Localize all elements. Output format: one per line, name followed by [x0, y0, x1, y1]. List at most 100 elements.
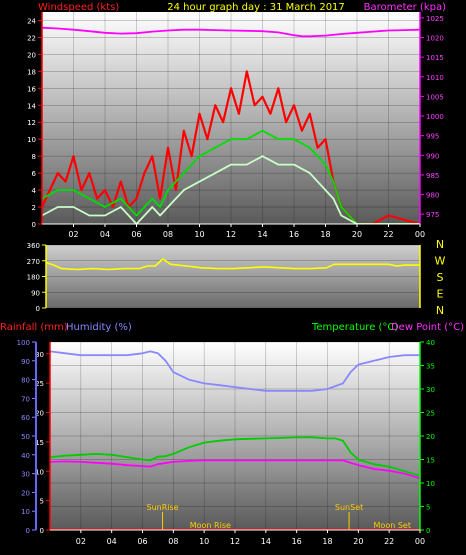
annotation-label: Moon Set — [374, 521, 411, 530]
baro-ytick-label: 980 — [426, 192, 439, 200]
wind-ytick-label: 20 — [27, 51, 36, 59]
baro-ytick-label: 985 — [426, 172, 439, 180]
baro-ytick-label: 1000 — [426, 113, 444, 121]
temp-xtick-label: 08 — [168, 537, 178, 546]
baro-ytick-label: 995 — [426, 133, 439, 141]
humidity-ytick-label: 50 — [21, 433, 30, 441]
temp-ytick-label: 15 — [426, 457, 435, 465]
wind-xtick-label: 10 — [194, 230, 204, 239]
rain-ytick-label: 0 — [40, 527, 44, 535]
chart-title: 24 hour graph day : 31 March 2017 — [167, 2, 345, 13]
annotation-label: Moon Rise — [190, 521, 231, 530]
wind-xtick-label: 06 — [131, 230, 141, 239]
wind-plot-area — [42, 12, 420, 224]
annotation-label: SunSet — [335, 503, 363, 512]
wind-left-label: Windspeed (kts) — [38, 2, 119, 13]
wind-xtick-label: 22 — [383, 230, 393, 239]
direction-axes: 0 90 180 270 360 — [27, 242, 421, 313]
temp-xtick-label: 12 — [230, 537, 240, 546]
dewpoint-label: Dew Point (°C) — [391, 322, 464, 333]
temp-ytick-label: 25 — [426, 410, 435, 418]
humidity-ytick-label: 90 — [21, 358, 30, 366]
temperature-label: Temperature (°C) — [311, 322, 398, 333]
wind-xtick-label: 08 — [163, 230, 173, 239]
wind-axes: 0246810121416182022249759809859909951000… — [27, 12, 444, 239]
wind-ytick-label: 2 — [32, 204, 36, 212]
humidity-ytick-label: 0 — [26, 527, 30, 535]
temp-xtick-label: 18 — [322, 537, 332, 546]
wind-xtick-label: 04 — [100, 230, 110, 239]
baro-ytick-label: 1015 — [426, 54, 444, 62]
series-gust — [42, 70, 420, 224]
baro-ytick-label: 990 — [426, 152, 439, 160]
wind-right-label: Barometer (kpa) — [364, 2, 446, 13]
direction-ytick-label: 360 — [27, 242, 40, 250]
temp-ytick-label: 20 — [426, 433, 435, 441]
series-average — [42, 129, 420, 224]
wind-ytick-label: 24 — [27, 17, 36, 25]
wind-series — [42, 26, 420, 224]
wind-xtick-label: 16 — [289, 230, 299, 239]
temp-xtick-label: 04 — [107, 537, 117, 546]
series-direction — [46, 258, 420, 271]
baro-ytick-label: 1020 — [426, 35, 444, 43]
wind-ytick-label: 22 — [27, 34, 36, 42]
humidity-label: Humidity (%) — [66, 322, 132, 333]
compass-label: E — [437, 288, 444, 301]
humidity-ytick-label: 40 — [21, 452, 30, 460]
temp-ytick-label: 40 — [426, 339, 435, 347]
compass-label: S — [437, 271, 444, 284]
rain-ytick-label: 15 — [35, 439, 44, 447]
direction-ytick-label: 270 — [27, 258, 40, 266]
humidity-ytick-label: 60 — [21, 414, 30, 422]
wind-ytick-label: 16 — [27, 85, 36, 93]
baro-ytick-label: 1005 — [426, 93, 444, 101]
wind-xtick-label: 14 — [257, 230, 267, 239]
rainfall-label: Rainfall (mm) — [0, 322, 68, 333]
temp-series — [50, 350, 420, 530]
series-wind — [42, 155, 420, 224]
temp-ytick-label: 30 — [426, 386, 435, 394]
wind-ytick-label: 10 — [27, 136, 36, 144]
direction-series — [46, 258, 420, 271]
wind-ytick-label: 6 — [32, 170, 37, 178]
wind-ytick-label: 14 — [27, 102, 36, 110]
direction-ytick-label: 0 — [36, 305, 40, 313]
rain-ytick-label: 25 — [35, 380, 44, 388]
wind-ytick-label: 0 — [32, 221, 36, 229]
rain-ytick-label: 20 — [35, 410, 44, 418]
wind-xtick-label: 00 — [415, 230, 425, 239]
temp-xtick-label: 16 — [292, 537, 302, 546]
wind-xtick-label: 18 — [320, 230, 330, 239]
humidity-ytick-label: 100 — [17, 339, 30, 347]
wind-xtick-label: 12 — [226, 230, 236, 239]
compass-label: W — [435, 255, 446, 268]
temp-xtick-label: 00 — [415, 537, 425, 546]
baro-ytick-label: 1025 — [426, 15, 444, 23]
series-humidity — [50, 350, 420, 392]
direction-grid — [46, 244, 420, 309]
baro-ytick-label: 1010 — [426, 74, 444, 82]
temp-xtick-label: 14 — [261, 537, 271, 546]
humidity-ytick-label: 10 — [21, 508, 30, 516]
rain-ytick-label: 5 — [40, 498, 44, 506]
humidity-ytick-label: 30 — [21, 471, 30, 479]
series-dew-point — [50, 459, 420, 480]
wind-ytick-label: 18 — [27, 68, 36, 76]
direction-plot-area — [46, 245, 420, 308]
sun-moon-annotations: SunRise SunSet Moon Rise Moon Set — [146, 503, 411, 530]
series-barometer — [42, 26, 420, 38]
annotation-label: SunRise — [146, 503, 178, 512]
direction-ytick-label: 180 — [27, 274, 40, 282]
baro-ytick-label: 975 — [426, 211, 439, 219]
wind-ytick-label: 4 — [32, 187, 37, 195]
temp-ytick-label: 10 — [426, 480, 435, 488]
wind-ytick-label: 8 — [32, 153, 36, 161]
wind-xtick-label: 20 — [352, 230, 362, 239]
temp-ytick-label: 35 — [426, 363, 435, 371]
temp-ytick-label: 0 — [426, 527, 430, 535]
rain-ytick-label: 10 — [35, 468, 44, 476]
temp-xtick-label: 02 — [76, 537, 86, 546]
